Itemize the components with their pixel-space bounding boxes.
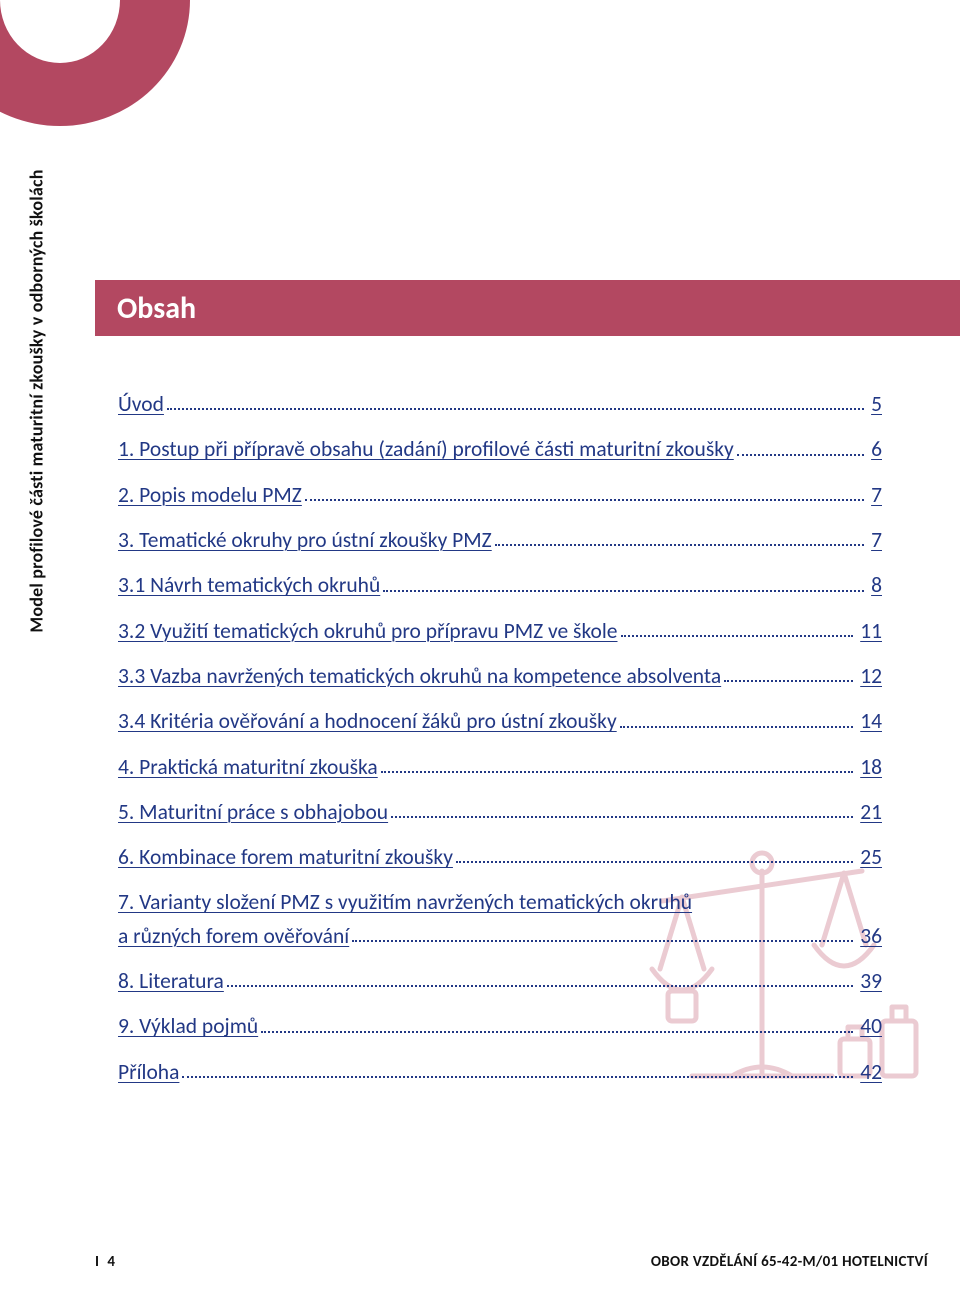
corner-ornament (0, 0, 190, 126)
toc-link[interactable]: 7. Varianty složení PMZ s využitím navrž… (118, 886, 882, 919)
toc-entry: 1. Postup při přípravě obsahu (zadání) p… (118, 433, 882, 466)
toc-leader-dots (456, 861, 853, 863)
sidebar-vertical-label-text: Model profilové části maturitní zkoušky … (26, 169, 48, 632)
footer-right-text: OBOR VZDĚLÁNÍ 65-42-M/01 HOTELNICTVÍ (651, 1253, 928, 1271)
toc-entry: Příloha 42 (118, 1056, 882, 1089)
toc-page-number[interactable]: 5 (867, 388, 882, 421)
toc-entry: 3.2 Využití tematických okruhů pro přípr… (118, 615, 882, 648)
toc-leader-dots (737, 454, 864, 456)
toc-leader-dots (167, 408, 864, 410)
page-footer: I 4 OBOR VZDĚLÁNÍ 65-42-M/01 HOTELNICTVÍ (95, 1253, 928, 1271)
toc-link[interactable]: 5. Maturitní práce s obhajobou (118, 796, 388, 829)
toc-page-number[interactable]: 36 (856, 920, 882, 953)
toc-leader-dots (621, 635, 854, 637)
toc-link[interactable]: 1. Postup při přípravě obsahu (zadání) p… (118, 433, 734, 466)
toc-entry: 3.4 Kritéria ověřování a hodnocení žáků … (118, 705, 882, 738)
toc-leader-dots (391, 816, 853, 818)
toc-leader-dots (227, 985, 853, 987)
toc-entry: 9. Výklad pojmů 40 (118, 1010, 882, 1043)
toc-link[interactable]: 4. Praktická maturitní zkouška (118, 751, 378, 784)
page: { "colors": { "brand": "#b34861", "link"… (0, 0, 960, 1301)
toc-link[interactable]: 3.4 Kritéria ověřování a hodnocení žáků … (118, 705, 617, 738)
sidebar-vertical-label: Model profilové části maturitní zkoušky … (22, 0, 52, 1301)
toc-link[interactable]: 8. Literatura (118, 965, 224, 998)
toc-leader-dots (620, 726, 854, 728)
section-title: Obsah (117, 290, 196, 327)
toc-link[interactable]: 3.1 Návrh tematických okruhů (118, 569, 380, 602)
toc-link[interactable]: a různých forem ověřování (118, 920, 349, 953)
footer-page-marker: I (95, 1253, 99, 1271)
toc-page-number[interactable]: 7 (867, 479, 882, 512)
toc-entry: 5. Maturitní práce s obhajobou 21 (118, 796, 882, 829)
toc-page-number[interactable]: 40 (856, 1010, 882, 1043)
toc-page-number[interactable]: 6 (867, 433, 882, 466)
toc-link[interactable]: 3.2 Využití tematických okruhů pro přípr… (118, 615, 618, 648)
toc-entry: 3.1 Návrh tematických okruhů 8 (118, 569, 882, 602)
toc-link[interactable]: 6. Kombinace forem maturitní zkoušky (118, 841, 453, 874)
toc-leader-dots (724, 680, 853, 682)
toc-link[interactable]: 3.3 Vazba navržených tematických okruhů … (118, 660, 721, 693)
toc-page-number[interactable]: 25 (856, 841, 882, 874)
toc-entry: 3. Tematické okruhy pro ústní zkoušky PM… (118, 524, 882, 557)
toc-page-number[interactable]: 39 (856, 965, 882, 998)
toc-link[interactable]: 9. Výklad pojmů (118, 1010, 258, 1043)
toc-link[interactable]: 3. Tematické okruhy pro ústní zkoušky PM… (118, 524, 492, 557)
toc-page-number[interactable]: 18 (856, 751, 882, 784)
toc-entry: 8. Literatura 39 (118, 965, 882, 998)
toc-page-number[interactable]: 14 (856, 705, 882, 738)
toc-entry: Úvod 5 (118, 388, 882, 421)
table-of-contents: Úvod 5 1. Postup při přípravě obsahu (zadá… (118, 388, 882, 1101)
toc-entry: 4. Praktická maturitní zkouška 18 (118, 751, 882, 784)
footer-page-number: I 4 (95, 1253, 115, 1271)
toc-leader-dots (383, 590, 864, 592)
toc-link[interactable]: Úvod (118, 388, 164, 421)
toc-leader-dots (182, 1076, 853, 1078)
toc-leader-dots (261, 1031, 853, 1033)
toc-page-number[interactable]: 8 (867, 569, 882, 602)
toc-page-number[interactable]: 7 (867, 524, 882, 557)
toc-entry: 7. Varianty složení PMZ s využitím navrž… (118, 886, 882, 953)
toc-leader-dots (305, 499, 864, 501)
toc-leader-dots (381, 771, 853, 773)
footer-page-number-value: 4 (107, 1253, 115, 1271)
section-header-bar: Obsah (95, 280, 960, 336)
toc-page-number[interactable]: 11 (856, 615, 882, 648)
toc-link[interactable]: 2. Popis modelu PMZ (118, 479, 302, 512)
toc-entry: 2. Popis modelu PMZ 7 (118, 479, 882, 512)
toc-entry: 6. Kombinace forem maturitní zkoušky 25 (118, 841, 882, 874)
toc-page-number[interactable]: 42 (856, 1056, 882, 1089)
toc-page-number[interactable]: 21 (856, 796, 882, 829)
toc-page-number[interactable]: 12 (856, 660, 882, 693)
toc-leader-dots (352, 940, 853, 942)
toc-leader-dots (495, 544, 864, 546)
toc-entry: 3.3 Vazba navržených tematických okruhů … (118, 660, 882, 693)
toc-link[interactable]: Příloha (118, 1056, 179, 1089)
